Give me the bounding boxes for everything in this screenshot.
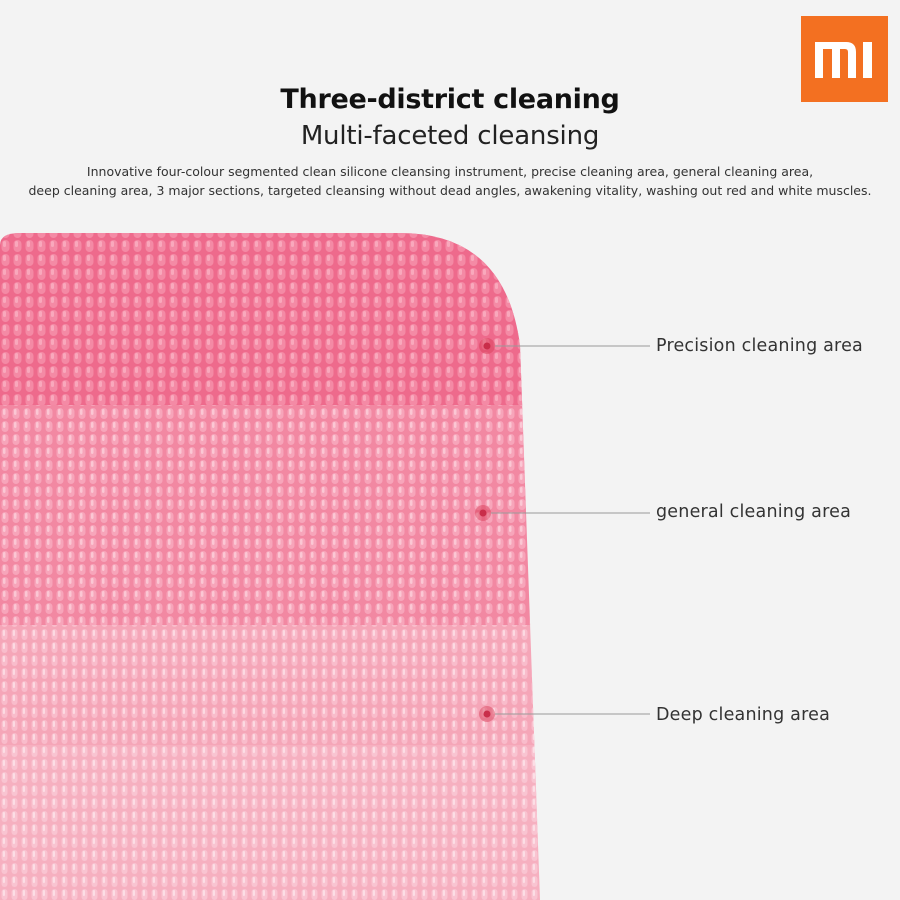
- callout-precision: [479, 338, 650, 354]
- description-line-2: deep cleaning area, 3 major sections, ta…: [28, 183, 872, 198]
- page-title: Three-district cleaning: [280, 84, 620, 115]
- description-line-1: Innovative four-colour segmented clean s…: [86, 164, 814, 179]
- mi-logo: MI: [801, 16, 888, 102]
- product-description: Innovative four-colour segmented clean s…: [0, 162, 900, 200]
- label-precision-cleaning-area: Precision cleaning area: [656, 336, 863, 356]
- callout-deep: [479, 706, 650, 722]
- page-subtitle: Multi-faceted cleansing: [300, 121, 600, 151]
- label-general-cleaning-area: general cleaning area: [656, 502, 851, 522]
- label-deep-cleaning-area: Deep cleaning area: [656, 705, 830, 725]
- callout-general: [475, 505, 650, 521]
- silicone-brush-illustration: [0, 233, 650, 900]
